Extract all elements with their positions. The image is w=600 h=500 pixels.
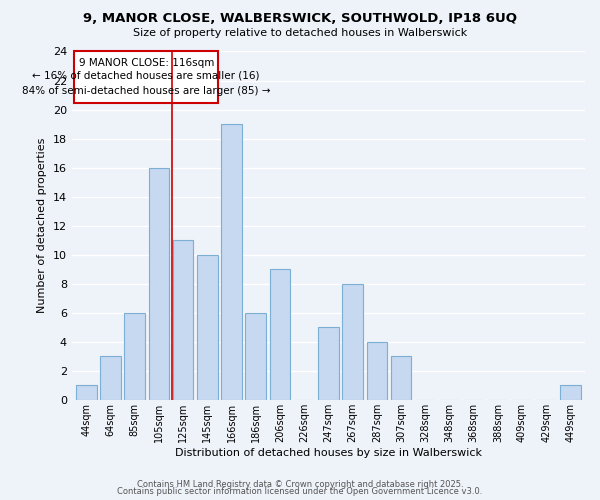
Bar xyxy=(391,356,412,400)
Bar xyxy=(560,386,581,400)
Text: Contains HM Land Registry data © Crown copyright and database right 2025.: Contains HM Land Registry data © Crown c… xyxy=(137,480,463,489)
Y-axis label: Number of detached properties: Number of detached properties xyxy=(37,138,47,314)
FancyBboxPatch shape xyxy=(74,52,218,103)
X-axis label: Distribution of detached houses by size in Walberswick: Distribution of detached houses by size … xyxy=(175,448,482,458)
Bar xyxy=(197,254,218,400)
Text: ← 16% of detached houses are smaller (16): ← 16% of detached houses are smaller (16… xyxy=(32,71,260,81)
Bar xyxy=(343,284,363,400)
Bar xyxy=(245,312,266,400)
Bar xyxy=(100,356,121,400)
Bar xyxy=(221,124,242,400)
Bar xyxy=(269,269,290,400)
Text: Contains public sector information licensed under the Open Government Licence v3: Contains public sector information licen… xyxy=(118,487,482,496)
Bar xyxy=(318,327,338,400)
Text: 84% of semi-detached houses are larger (85) →: 84% of semi-detached houses are larger (… xyxy=(22,86,271,97)
Text: 9, MANOR CLOSE, WALBERSWICK, SOUTHWOLD, IP18 6UQ: 9, MANOR CLOSE, WALBERSWICK, SOUTHWOLD, … xyxy=(83,12,517,26)
Bar xyxy=(367,342,387,400)
Text: Size of property relative to detached houses in Walberswick: Size of property relative to detached ho… xyxy=(133,28,467,38)
Bar xyxy=(173,240,193,400)
Text: 9 MANOR CLOSE: 116sqm: 9 MANOR CLOSE: 116sqm xyxy=(79,58,214,68)
Bar xyxy=(149,168,169,400)
Bar xyxy=(124,312,145,400)
Bar xyxy=(76,386,97,400)
